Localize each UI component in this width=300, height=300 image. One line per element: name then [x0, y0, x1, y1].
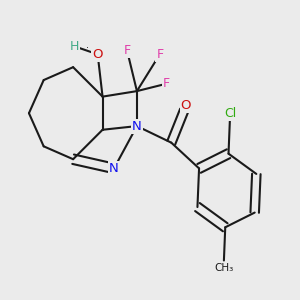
Text: N: N [109, 162, 119, 175]
Text: O: O [92, 48, 103, 61]
Text: N: N [132, 120, 142, 133]
Text: O: O [181, 99, 191, 112]
Text: ·: · [86, 44, 89, 53]
Text: F: F [163, 77, 170, 90]
Text: H: H [69, 40, 79, 53]
Text: Cl: Cl [224, 107, 236, 120]
Text: F: F [124, 44, 131, 57]
Text: F: F [156, 48, 164, 61]
Text: CH₃: CH₃ [214, 263, 233, 273]
